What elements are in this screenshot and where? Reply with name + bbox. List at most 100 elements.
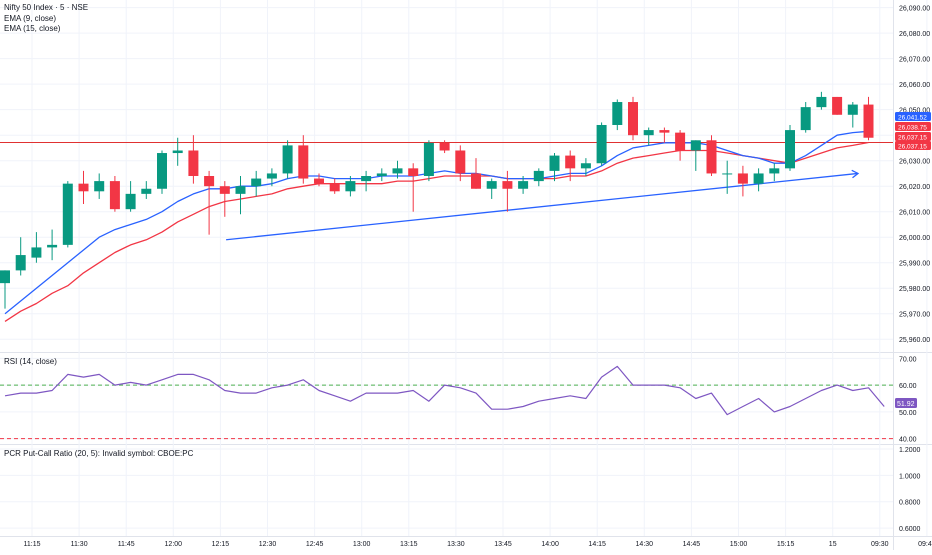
candle-body	[157, 153, 167, 189]
candle-body	[487, 181, 497, 189]
candle-body	[832, 97, 842, 115]
x-tick-label: 12:45	[306, 541, 324, 548]
rsi-y-tick-label: 70.00	[899, 356, 917, 363]
x-tick-label: 11:45	[118, 541, 135, 548]
x-tick-label: 15:00	[730, 541, 748, 548]
price-y-tick-label: 26,060.00	[899, 82, 930, 89]
x-tick-label: 11:15	[24, 541, 41, 548]
price-label-text: 26,041.52	[898, 115, 927, 122]
candle-body	[769, 168, 779, 173]
legend-ema9[interactable]: EMA (9, close)	[4, 14, 56, 24]
price-y-tick-label: 25,980.00	[899, 286, 930, 293]
x-tick-label: 14:15	[588, 541, 606, 548]
candle-body	[330, 184, 340, 192]
price-pane[interactable]	[0, 92, 893, 322]
x-tick-label: 14:00	[541, 541, 559, 548]
candle-body	[754, 173, 764, 183]
candle-body	[440, 143, 450, 151]
chart-title: Nifty 50 Index · 5 · NSE	[4, 3, 88, 13]
x-tick-label: 13:15	[400, 541, 418, 548]
candle-body	[408, 168, 418, 176]
candle-body	[691, 140, 701, 150]
legend-ema15[interactable]: EMA (15, close)	[4, 24, 60, 34]
x-tick-label: 09:45	[918, 541, 932, 548]
candle-body	[738, 173, 748, 183]
candle-body	[502, 181, 512, 189]
price-y-tick-label: 26,010.00	[899, 210, 930, 217]
candle-body	[63, 184, 73, 245]
candle-body	[79, 184, 89, 192]
candle-body	[361, 176, 371, 181]
candle-body	[283, 145, 293, 173]
price-y-tick-label: 25,990.00	[899, 261, 930, 268]
candle-body	[644, 130, 654, 135]
x-tick-label: 13:45	[494, 541, 512, 548]
candle-body	[848, 105, 858, 115]
x-tick-label: 09:30	[871, 541, 889, 548]
candle-body	[581, 163, 591, 168]
candle-body	[471, 173, 481, 188]
candle-body	[345, 181, 355, 191]
x-tick-label: 12:15	[212, 541, 230, 548]
candle-body	[816, 97, 826, 107]
candle-body	[236, 186, 246, 194]
x-tick-label: 11:30	[71, 541, 88, 548]
candle-body	[707, 140, 717, 173]
x-tick-label: 15	[829, 541, 837, 548]
candle-body	[31, 247, 41, 257]
candle-body	[801, 107, 811, 130]
candle-body	[455, 150, 465, 173]
candle-body	[94, 181, 104, 191]
pcr-y-tick-label: 1.0000	[899, 473, 921, 480]
rsi-y-tick-label: 40.00	[899, 437, 917, 444]
candle-body	[188, 150, 198, 176]
candle-body	[0, 270, 10, 283]
candle-body	[675, 133, 685, 151]
x-tick-label: 14:30	[636, 541, 654, 548]
rsi-value-label-text: 51.92	[897, 401, 915, 408]
candle-body	[722, 173, 732, 174]
candle-body	[204, 176, 214, 186]
rsi-y-tick-label: 50.00	[899, 410, 917, 417]
price-label-text: 26,037.15	[898, 144, 927, 151]
candle-body	[220, 186, 230, 194]
candle-body	[110, 181, 120, 209]
x-tick-label: 12:00	[165, 541, 183, 548]
x-tick-label: 15:15	[777, 541, 795, 548]
candle-body	[628, 102, 638, 135]
price-y-tick-label: 26,090.00	[899, 6, 930, 13]
rsi-y-tick-label: 60.00	[899, 383, 917, 390]
rsi-pane[interactable]	[0, 366, 893, 438]
candle-body	[565, 156, 575, 169]
price-y-tick-label: 25,960.00	[899, 337, 930, 344]
price-y-tick-label: 26,070.00	[899, 57, 930, 64]
candle-body	[377, 173, 387, 176]
pcr-y-tick-label: 1.2000	[899, 447, 921, 454]
rsi-line	[5, 366, 884, 414]
candle-body	[597, 125, 607, 163]
candle-body	[550, 156, 560, 171]
price-y-tick-label: 26,080.00	[899, 31, 930, 38]
candle-body	[16, 255, 26, 270]
candle-body	[267, 173, 277, 178]
candle-body	[534, 171, 544, 181]
price-y-tick-label: 26,020.00	[899, 184, 930, 191]
candle-body	[659, 130, 669, 133]
candle-body	[612, 102, 622, 125]
candle-body	[173, 150, 183, 153]
legend-pcr[interactable]: PCR Put-Call Ratio (20, 5): Invalid symb…	[4, 449, 193, 459]
candle-body	[141, 189, 151, 194]
legend-rsi[interactable]: RSI (14, close)	[4, 357, 57, 367]
price-y-tick-label: 25,970.00	[899, 312, 930, 319]
pcr-y-tick-label: 0.8000	[899, 500, 921, 507]
price-label-text: 26,038.75	[898, 125, 927, 132]
candle-body	[314, 179, 324, 184]
x-tick-label: 13:30	[447, 541, 465, 548]
candle-body	[251, 179, 261, 187]
axes-layer: 25,960.00 25,970.00 25,980.00 25,990.00 26,0…	[24, 6, 932, 548]
candle-body	[864, 105, 874, 138]
x-tick-label: 14:45	[683, 541, 701, 548]
